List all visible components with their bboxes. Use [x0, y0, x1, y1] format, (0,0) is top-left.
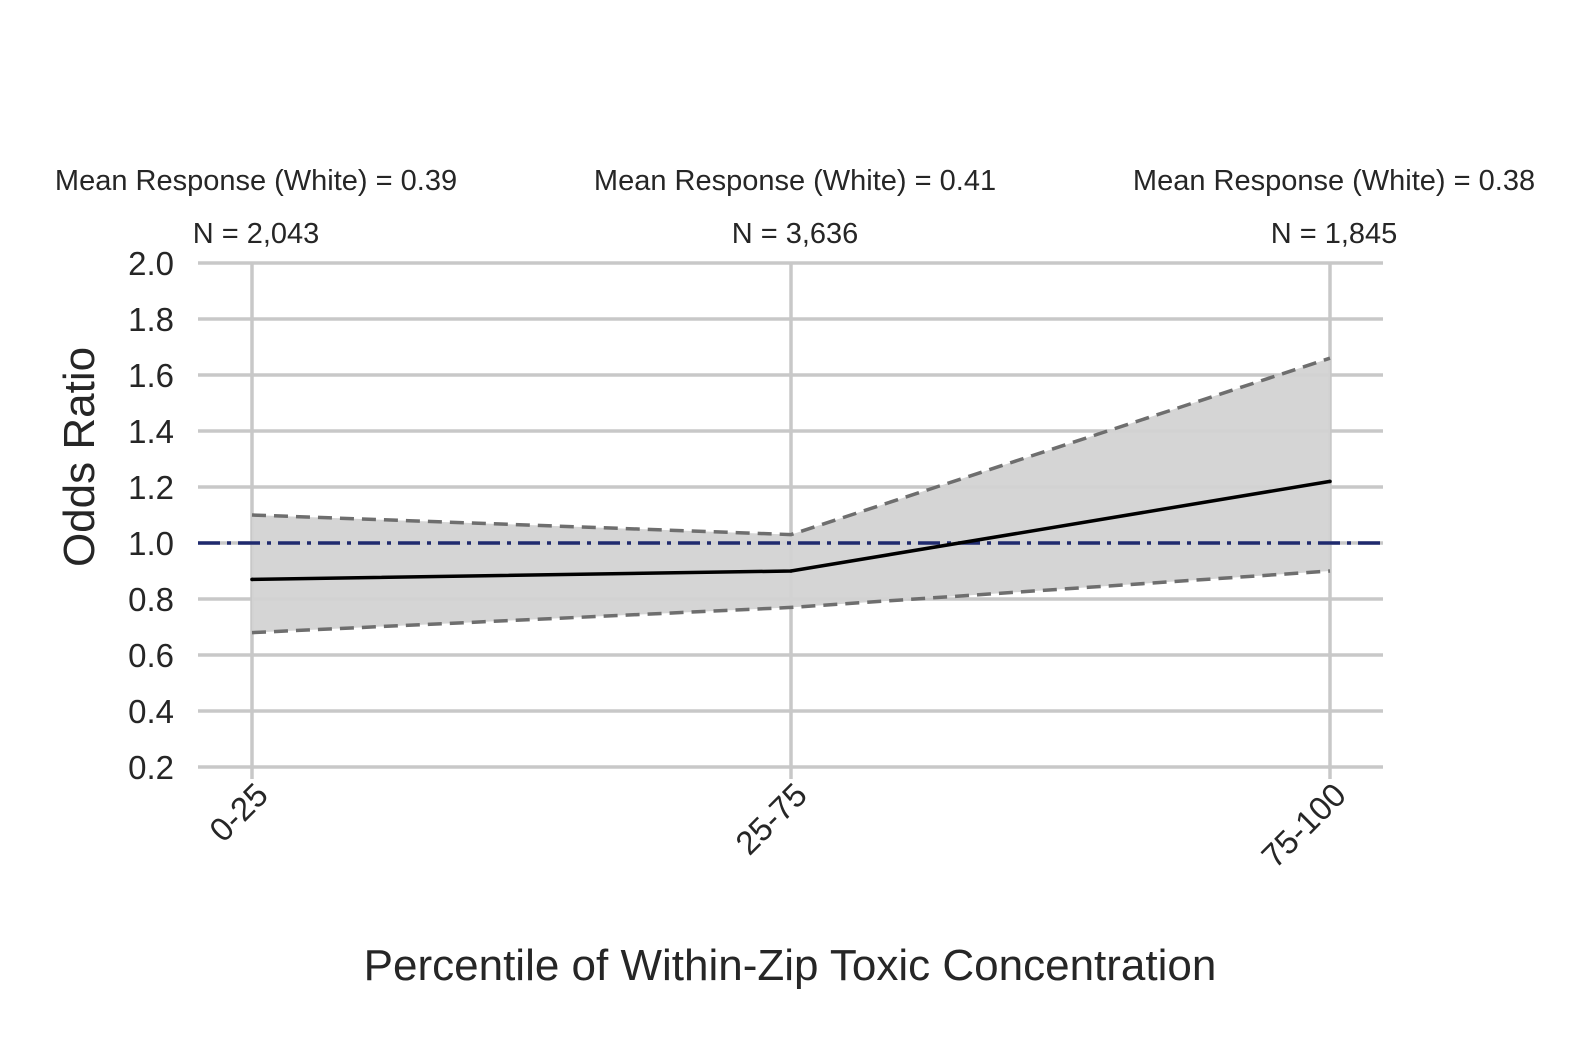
odds-ratio-point [250, 577, 254, 582]
y-tick-label: 1.2 [128, 469, 174, 506]
x-tick-label: 25-75 [728, 776, 814, 862]
odds-ratio-point [789, 569, 793, 573]
y-tick-label: 2.0 [128, 245, 174, 282]
category-annotations: Mean Response (White) = 0.39 N = 2,043 Mea… [55, 165, 1535, 250]
sample-size-label: N = 2,043 [193, 218, 320, 250]
sample-size-label: N = 1,845 [1271, 218, 1398, 250]
confidence-upper-line [251, 356, 1331, 537]
y-tick-label: 0.8 [128, 581, 174, 618]
confidence-lower-line [251, 569, 1331, 635]
confidence-band-fill [252, 358, 1330, 633]
y-tick-label: 0.6 [128, 637, 174, 674]
x-tick-label: 0-25 [202, 776, 275, 849]
x-tick-label: 75-100 [1254, 776, 1353, 875]
series-lines [250, 479, 1332, 582]
mean-response-label: Mean Response (White) = 0.41 [594, 165, 996, 197]
y-axis-title: Odds Ratio [55, 347, 104, 567]
y-tick-label: 1.4 [128, 413, 174, 450]
confidence-band [251, 356, 1331, 635]
mean-response-label: Mean Response (White) = 0.38 [1133, 165, 1535, 197]
mean-response-label: Mean Response (White) = 0.39 [55, 165, 457, 197]
y-tick-label: 1.8 [128, 301, 174, 338]
odds-ratio-point [1328, 479, 1332, 484]
y-tick-label: 1.0 [128, 525, 174, 562]
y-tick-label: 0.2 [128, 749, 174, 786]
y-tick-label: 0.4 [128, 693, 174, 730]
x-axis-title: Percentile of Within-Zip Toxic Concentra… [364, 941, 1217, 990]
y-tick-label: 1.6 [128, 357, 174, 394]
y-tick-labels: 0.2 0.4 0.6 0.8 1.0 1.2 1.4 1.6 1.8 2.0 [128, 245, 174, 786]
x-tick-labels: 0-25 25-75 75-100 [202, 776, 1353, 875]
sample-size-label: N = 3,636 [732, 218, 859, 250]
